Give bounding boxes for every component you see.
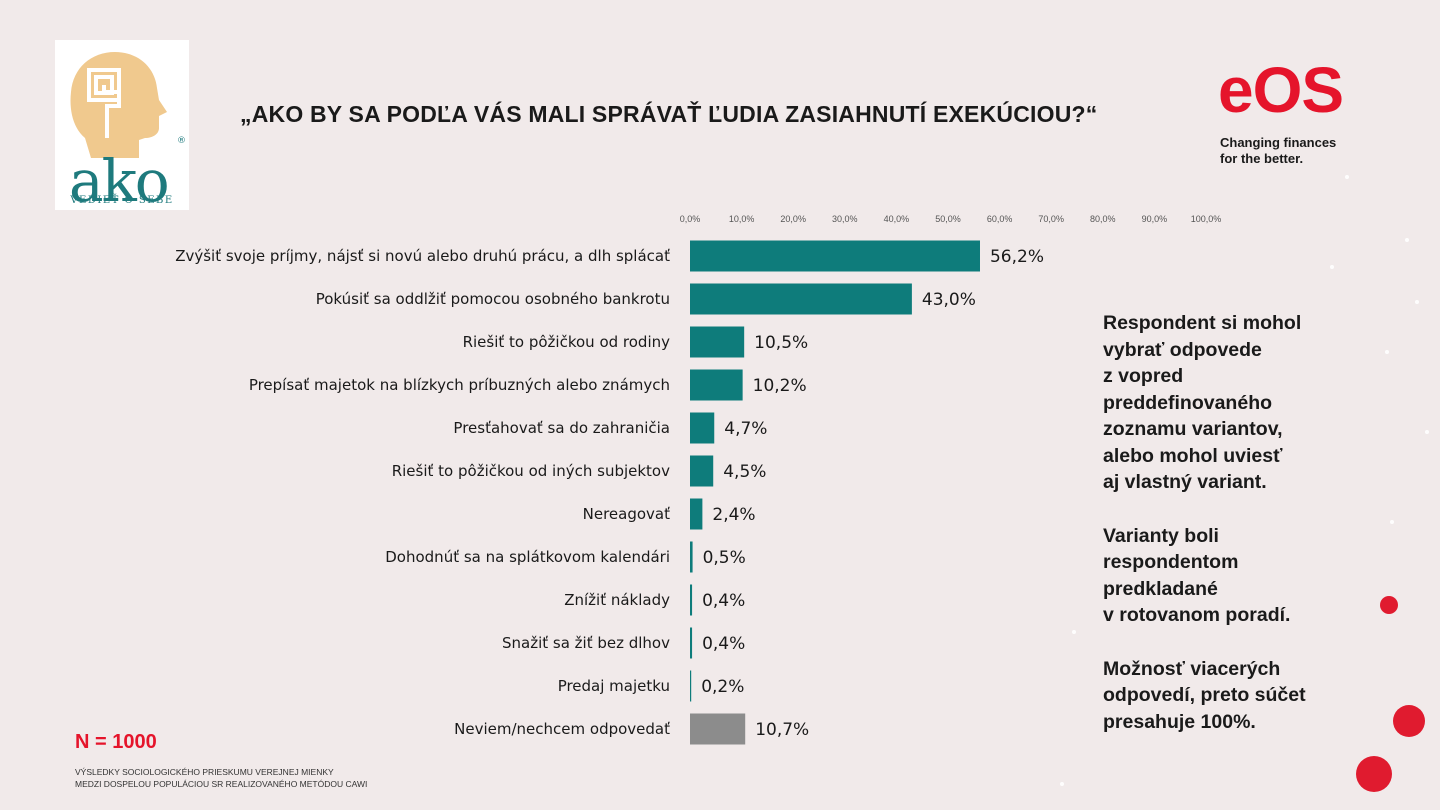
category-label: Pokúsiť sa oddlžiť pomocou osobného bank… bbox=[316, 290, 670, 308]
decor-spark bbox=[1405, 238, 1409, 242]
bar bbox=[690, 627, 693, 659]
x-axis-tick-label: 50,0% bbox=[935, 214, 961, 224]
value-label: 10,5% bbox=[754, 333, 808, 353]
decor-dot bbox=[1356, 756, 1392, 792]
head-profile-icon bbox=[70, 52, 167, 158]
value-labels: 56,2% 43,0% 10,5% 10,2% 4,7% 4,5% 2,4% 0,5% 0,4%… bbox=[701, 247, 1044, 740]
note-paragraph-1: Respondent si mohol vybrať odpovede z vo… bbox=[1103, 312, 1302, 493]
value-label: 0,4% bbox=[702, 591, 745, 611]
bar bbox=[690, 455, 714, 487]
bar bbox=[690, 584, 693, 616]
category-label: Snažiť sa žiť bez dlhov bbox=[502, 634, 670, 652]
eos-tagline-line2: for the better. bbox=[1220, 151, 1304, 166]
slide-title: „AKO BY SA PODĽA VÁS MALI SPRÁVAŤ ĽUDIA … bbox=[240, 101, 1098, 127]
category-label: Presťahovať sa do zahraničia bbox=[453, 419, 670, 437]
methodology-note: Respondent si mohol vybrať odpovede z vo… bbox=[1103, 310, 1353, 762]
value-label: 4,7% bbox=[724, 419, 767, 439]
value-label: 10,7% bbox=[755, 720, 809, 740]
category-label: Znížiť náklady bbox=[564, 591, 670, 609]
x-axis-tick-label: 70,0% bbox=[1038, 214, 1064, 224]
x-axis-tick-label: 10,0% bbox=[729, 214, 755, 224]
eos-tagline-line1: Changing finances bbox=[1220, 135, 1337, 150]
category-label: Riešiť to pôžičkou od rodiny bbox=[463, 333, 671, 351]
decor-spark bbox=[1415, 300, 1419, 304]
bar bbox=[690, 498, 703, 530]
category-labels: Zvýšiť svoje príjmy, nájsť si novú alebo… bbox=[175, 247, 670, 738]
eos-wordmark: eOS bbox=[1218, 54, 1344, 126]
bar bbox=[690, 283, 912, 315]
x-axis-tick-label: 80,0% bbox=[1090, 214, 1116, 224]
x-axis-tick-label: 60,0% bbox=[987, 214, 1013, 224]
x-axis-tick-label: 20,0% bbox=[780, 214, 806, 224]
note-paragraph-2: Varianty boli respondentom predkladané v… bbox=[1103, 524, 1291, 627]
eos-logo: eOS Changing finances for the better. bbox=[1218, 58, 1393, 173]
bar bbox=[690, 670, 692, 702]
ako-tagline: VEDIEŤ O SEBE bbox=[70, 195, 174, 206]
bar bbox=[690, 240, 980, 272]
decor-spark bbox=[1060, 782, 1064, 786]
bar bbox=[690, 326, 745, 358]
category-label: Riešiť to pôžičkou od iných subjektov bbox=[392, 462, 670, 480]
value-label: 0,4% bbox=[702, 634, 745, 654]
category-label: Zvýšiť svoje príjmy, nájsť si novú alebo… bbox=[175, 247, 670, 265]
bar bbox=[690, 369, 743, 401]
value-label: 43,0% bbox=[922, 290, 976, 310]
value-label: 0,2% bbox=[701, 677, 744, 697]
bar bbox=[690, 713, 746, 745]
decor-spark bbox=[1425, 430, 1429, 434]
registered-mark: ® bbox=[177, 136, 186, 146]
sample-size: N = 1000 bbox=[75, 731, 157, 753]
note-paragraph-3: Možnosť viacerých odpovedí, preto súčet … bbox=[1103, 657, 1306, 733]
x-axis-tick-label: 0,0% bbox=[680, 214, 701, 224]
value-label: 56,2% bbox=[990, 247, 1044, 267]
category-label: Prepísať majetok na blízkych príbuzných … bbox=[249, 376, 670, 394]
value-label: 4,5% bbox=[723, 462, 766, 482]
value-label: 2,4% bbox=[712, 505, 755, 525]
x-axis-tick-label: 100,0% bbox=[1191, 214, 1222, 224]
decor-spark bbox=[1390, 520, 1394, 524]
value-label: 10,2% bbox=[753, 376, 807, 396]
source-note: Výsledky sociologického prieskumu verejn… bbox=[75, 766, 495, 790]
source-line-1: Výsledky sociologického prieskumu verejn… bbox=[75, 767, 334, 777]
decor-dot bbox=[1380, 596, 1398, 614]
category-label: Nereagovať bbox=[583, 505, 670, 523]
decor-spark bbox=[1385, 350, 1389, 354]
x-axis-tick-label: 40,0% bbox=[884, 214, 910, 224]
bars bbox=[690, 240, 980, 745]
decor-spark bbox=[1345, 175, 1349, 179]
ako-logo: ako ® VEDIEŤ O SEBE bbox=[55, 40, 189, 210]
decor-spark bbox=[1072, 630, 1076, 634]
value-label: 0,5% bbox=[703, 548, 746, 568]
decor-spark bbox=[1330, 265, 1334, 269]
bar bbox=[690, 541, 693, 573]
x-axis-tick-label: 90,0% bbox=[1142, 214, 1168, 224]
eos-tagline: Changing finances for the better. bbox=[1220, 135, 1390, 167]
category-label: Neviem/nechcem odpovedať bbox=[454, 720, 670, 738]
decor-dot bbox=[1393, 705, 1425, 737]
x-axis-tick-label: 30,0% bbox=[832, 214, 858, 224]
source-line-2: medzi dospelou populáciou SR realizované… bbox=[75, 779, 368, 789]
x-axis-ticks: 0,0% 10,0% 20,0% 30,0% 40,0% 50,0% 60,0% 70,0% 8… bbox=[680, 214, 1222, 224]
category-label: Predaj majetku bbox=[558, 677, 670, 695]
ako-wordmark: ako bbox=[69, 147, 170, 215]
category-label: Dohodnúť sa na splátkovom kalendári bbox=[385, 548, 670, 566]
bar bbox=[690, 412, 715, 444]
